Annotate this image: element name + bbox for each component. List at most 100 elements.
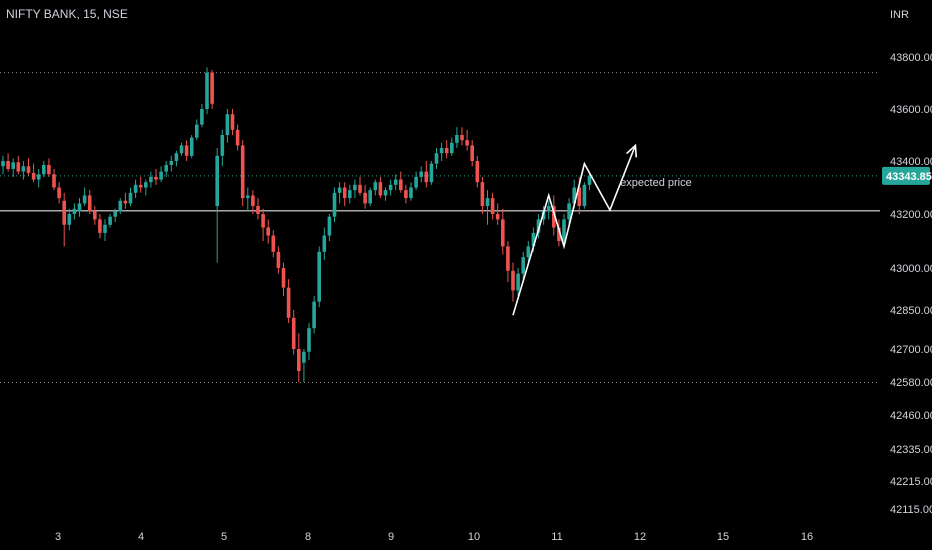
candle-body <box>552 206 556 228</box>
candle-body <box>302 351 306 363</box>
candle-body <box>210 72 214 104</box>
candle-body <box>485 198 490 207</box>
candle-body <box>113 211 117 217</box>
candle-body <box>103 224 107 233</box>
candle-body <box>307 328 311 352</box>
candle-body <box>220 135 225 156</box>
candle-body <box>189 137 194 156</box>
candle-body <box>577 187 582 207</box>
candle-body <box>62 200 66 225</box>
candle-body <box>271 235 276 252</box>
candle-body <box>368 190 372 204</box>
time-tick-label: 16 <box>801 531 813 543</box>
candle-body <box>460 135 464 141</box>
candle-body <box>439 148 444 154</box>
candle-body <box>490 198 495 214</box>
candle-body <box>179 145 184 154</box>
candle-body <box>144 182 148 188</box>
candle-body <box>495 214 500 220</box>
candle-body <box>200 109 204 125</box>
candle-body <box>47 164 51 175</box>
candle-body <box>149 176 153 183</box>
candle-body <box>57 187 61 199</box>
candle-body <box>587 175 592 185</box>
candle-body <box>16 162 21 172</box>
candle-body <box>572 187 576 204</box>
price-tick-label: 42215.00 <box>890 476 932 488</box>
candle-body <box>429 163 434 183</box>
candle-body <box>337 187 342 193</box>
candle-body <box>36 174 41 180</box>
candle-body <box>195 124 199 138</box>
candle-body <box>225 114 230 135</box>
candle-body <box>256 206 260 214</box>
candle-body <box>317 251 321 302</box>
candle-body <box>373 182 378 191</box>
candle-body <box>276 251 281 268</box>
candle-body <box>450 142 454 154</box>
time-tick-label: 15 <box>717 531 729 543</box>
projection-path <box>512 145 637 316</box>
price-tick-label: 43800.00 <box>890 52 932 64</box>
candle-body <box>501 219 505 247</box>
horizontal-levels <box>0 72 880 384</box>
candle-body <box>281 268 286 288</box>
projection-annotation: expected price <box>512 143 692 316</box>
candle-body <box>470 145 474 161</box>
last-price-label: 43343.85 <box>886 171 932 183</box>
candle-body <box>516 273 520 291</box>
candle-body <box>342 187 347 199</box>
price-axis: 43800.00 43600.00 43400.00 43200.00 43000.00… <box>882 52 932 516</box>
candle-body <box>1 161 5 167</box>
candle-body <box>475 161 480 183</box>
candle-body <box>77 203 82 212</box>
candle-body <box>261 214 265 228</box>
candle-body <box>419 171 423 177</box>
price-tick-label: 42115.00 <box>890 504 932 516</box>
candle-body <box>240 145 245 199</box>
candle-body <box>154 176 158 180</box>
candle-body <box>297 349 301 371</box>
candle-body <box>108 216 112 225</box>
time-tick-label: 3 <box>55 531 61 543</box>
candle-body <box>465 140 469 146</box>
candle-body <box>393 179 398 185</box>
time-tick-label: 10 <box>468 531 480 543</box>
annotation-label: expected price <box>620 177 692 189</box>
time-tick-label: 11 <box>551 531 562 543</box>
price-tick-label: 42580.00 <box>890 377 932 389</box>
candle-body <box>291 317 296 349</box>
time-tick-label: 8 <box>305 531 311 543</box>
candle-body <box>67 214 72 225</box>
time-tick-label: 4 <box>138 531 144 543</box>
price-tick-label: 43000.00 <box>890 263 932 275</box>
candle-body <box>332 192 337 217</box>
candle-body <box>455 135 459 143</box>
candle-body <box>444 148 449 154</box>
candle-body <box>388 184 393 191</box>
candle-body <box>480 182 485 207</box>
time-tick-label: 5 <box>221 531 227 543</box>
candle-body <box>52 174 56 188</box>
candle-body <box>521 257 525 274</box>
candle-body <box>562 219 566 241</box>
candle-body <box>246 195 250 199</box>
candle-body <box>541 211 546 220</box>
price-tick-label: 42460.00 <box>890 410 932 422</box>
candle-body <box>26 166 31 173</box>
price-tick-label: 42335.00 <box>890 444 932 456</box>
candle-body <box>546 206 551 212</box>
candle-body <box>404 190 408 199</box>
candle-body <box>322 235 327 252</box>
candle-body <box>511 270 515 291</box>
candle-body <box>506 246 510 271</box>
candle-body <box>6 161 10 169</box>
candle-body <box>215 155 219 207</box>
candle-body <box>348 190 352 199</box>
candle-body <box>11 162 15 169</box>
candle-body <box>128 192 133 204</box>
candle-body <box>164 164 168 172</box>
